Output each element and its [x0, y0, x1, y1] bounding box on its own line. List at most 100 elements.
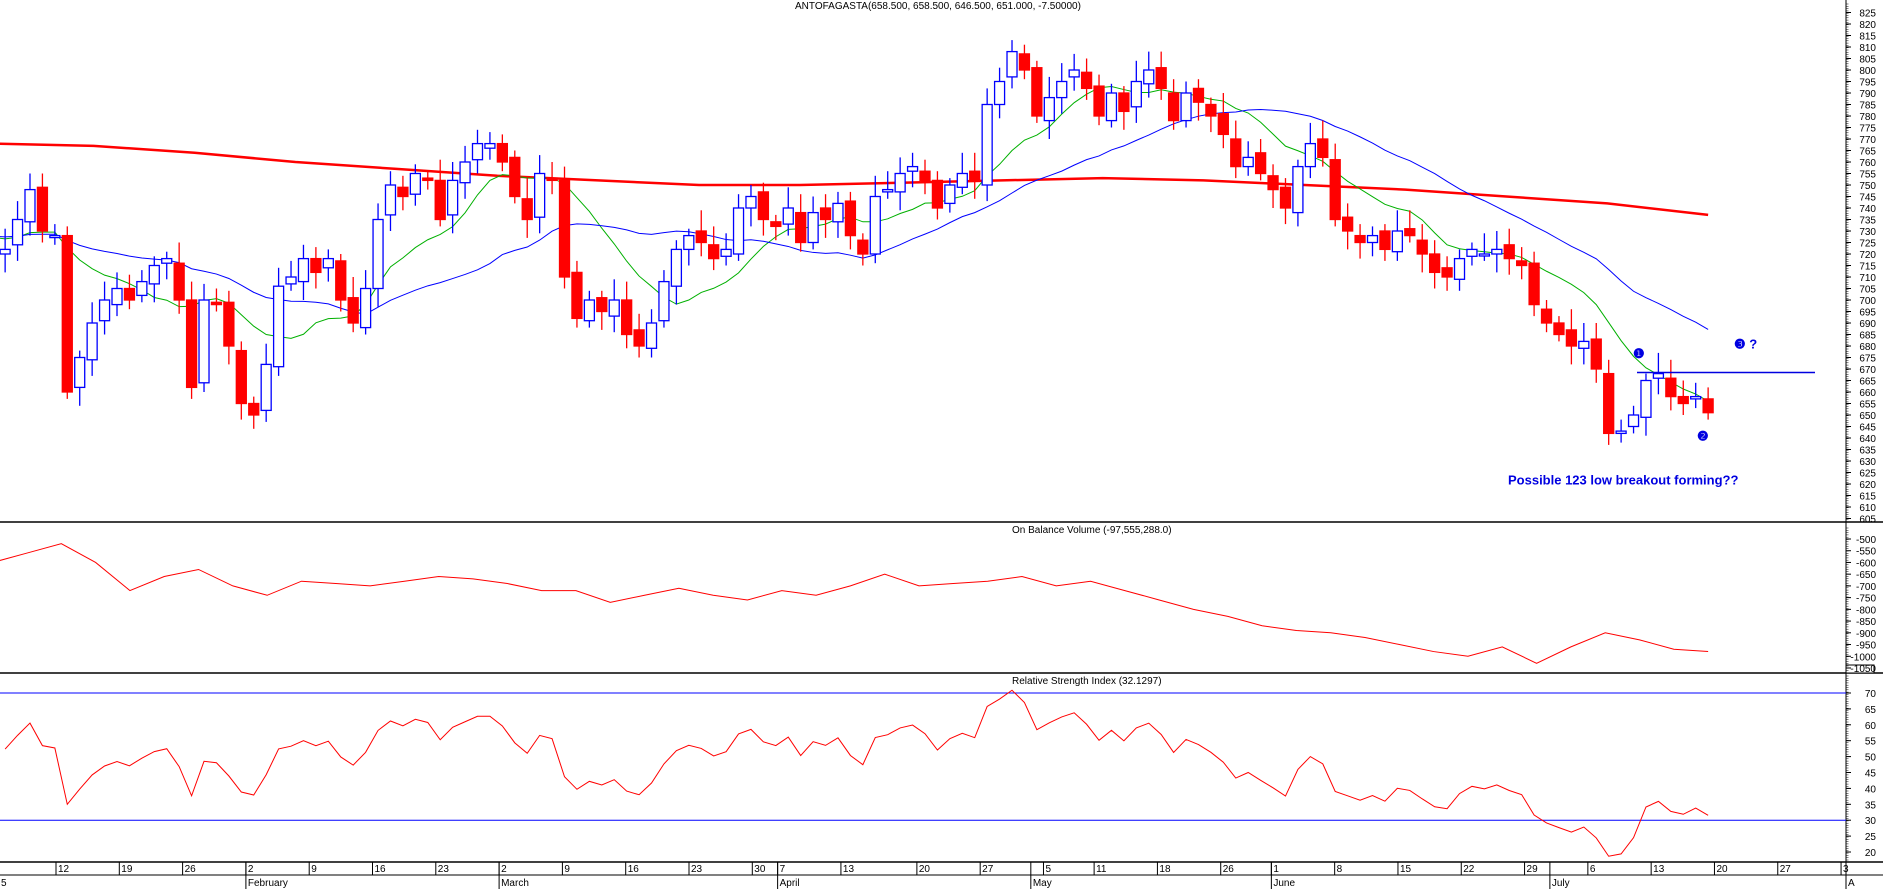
scroll-box — [1845, 664, 1875, 674]
x-day-label: 9 — [564, 864, 570, 875]
x-day-label: 16 — [628, 864, 640, 875]
candle-up — [1292, 165, 1304, 214]
price-tick-label: 785 — [1859, 101, 1876, 112]
candle-down — [757, 191, 770, 221]
candle-down — [969, 170, 981, 182]
candle-up — [533, 172, 546, 218]
candle-up — [86, 322, 98, 361]
candle-down — [1230, 138, 1242, 168]
price-tick-label: 685 — [1859, 331, 1876, 342]
candle-down — [123, 287, 136, 301]
candle-down — [1441, 267, 1453, 278]
x-day-label: 27 — [1780, 864, 1792, 875]
obv-tick-label: -500 — [1856, 535, 1876, 546]
price-tick-label: 775 — [1859, 124, 1876, 135]
x-day-label: 16 — [375, 864, 387, 875]
annotation-text: Possible 123 low breakout forming?? — [1508, 472, 1738, 487]
x-month-label: June — [1273, 878, 1295, 889]
candle-up — [359, 287, 372, 329]
rsi-panel: 70 65 60 55 50 45 40 35 30 25 20 — [0, 675, 1877, 861]
candle-down — [61, 234, 73, 393]
x-month-label: July — [1552, 878, 1570, 889]
x-month-label: February — [248, 878, 288, 889]
candle-down — [1665, 377, 1677, 398]
candle-down — [1267, 175, 1279, 191]
candle-down — [1279, 186, 1292, 209]
x-month-label: May — [1033, 878, 1052, 889]
candle-down — [235, 349, 247, 405]
candle-up — [198, 299, 210, 384]
candle-down — [1379, 230, 1391, 251]
candle-up — [732, 207, 745, 255]
x-month-label: March — [501, 878, 529, 889]
candle-up — [993, 80, 1006, 106]
ma-long-line — [0, 142, 1709, 217]
obv-tick-label: -600 — [1856, 558, 1876, 569]
candle-down — [1553, 322, 1565, 336]
candle-up — [832, 202, 844, 223]
candle-up — [1690, 395, 1702, 400]
candle-up — [1006, 50, 1018, 78]
candle-down — [347, 297, 359, 324]
rsi-tick-label: 30 — [1865, 816, 1877, 827]
obv-tick-label: -750 — [1856, 594, 1876, 605]
rsi-tick-label: 60 — [1865, 721, 1877, 732]
x-day-label: 2 — [501, 864, 507, 875]
x-month-label: April — [780, 878, 800, 889]
obv-tick-label: -650 — [1856, 570, 1876, 581]
candle-down — [919, 170, 931, 182]
rsi-tick-label: 40 — [1865, 784, 1877, 795]
price-tick-label: 770 — [1859, 135, 1876, 146]
candle-up — [807, 211, 819, 244]
candle-up — [260, 363, 272, 412]
obv-tick-label: -900 — [1856, 629, 1876, 640]
candle-up — [409, 172, 421, 195]
price-tick-label: 670 — [1859, 365, 1876, 376]
candle-up — [1304, 142, 1316, 168]
candle-down — [1503, 244, 1515, 260]
candle-up — [1627, 414, 1640, 428]
x-day-label: 1 — [1273, 864, 1279, 875]
candle-down — [185, 299, 198, 389]
candle-down — [931, 179, 944, 209]
candle-up — [956, 172, 968, 188]
candle-down — [1317, 138, 1329, 159]
x-axis: 512 19 26 2 9 16 23 2 9 16 23 30 7 13 20 27 5 11 18 26 1 8 15 2… — [1, 862, 1855, 889]
candle-up — [1391, 230, 1404, 253]
candle-up — [782, 207, 794, 225]
candle-down — [1093, 85, 1105, 117]
candle-down — [210, 301, 223, 306]
candle-down — [248, 402, 260, 416]
candle-down — [546, 177, 558, 182]
x-day-label: 23 — [691, 864, 703, 875]
price-tick-label: 675 — [1859, 354, 1876, 365]
candle-up — [894, 172, 906, 193]
candle-down — [173, 262, 185, 301]
candle-down — [1677, 395, 1689, 405]
candle-up — [608, 299, 620, 317]
price-tick-label: 805 — [1859, 55, 1876, 66]
price-tick-label: 820 — [1859, 20, 1876, 31]
candle-down — [1528, 262, 1540, 306]
candle-up — [981, 103, 993, 186]
candle-down — [795, 211, 807, 244]
obv-line — [0, 543, 1709, 664]
candle-up — [24, 188, 36, 223]
x-day-label: 23 — [438, 864, 450, 875]
candle-up — [1366, 234, 1379, 244]
candle-down — [1404, 228, 1416, 237]
annotation-point-3: ❸ ? — [1734, 337, 1757, 352]
candle-up — [446, 179, 459, 216]
obv-tick-label: -550 — [1856, 547, 1876, 558]
candle-down — [844, 200, 857, 237]
candle-down — [509, 156, 521, 198]
rsi-line — [4, 689, 1709, 857]
rsi-tick-label: 55 — [1865, 737, 1877, 748]
candle-up — [372, 218, 384, 290]
price-tick-label: 715 — [1859, 262, 1876, 273]
x-day-label: 7 — [780, 864, 786, 875]
x-day-label: 12 — [58, 864, 70, 875]
rsi-tick-label: 20 — [1865, 848, 1877, 859]
obv-panel-title: On Balance Volume (-97,555,288.0) — [1012, 525, 1172, 536]
candle-up — [111, 287, 123, 306]
